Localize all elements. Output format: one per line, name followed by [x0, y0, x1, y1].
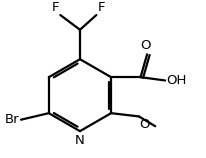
Text: F: F: [98, 1, 105, 14]
Text: N: N: [75, 134, 85, 147]
Text: O: O: [140, 39, 151, 52]
Text: O: O: [140, 118, 150, 131]
Text: F: F: [52, 1, 59, 14]
Text: OH: OH: [167, 74, 187, 87]
Text: Br: Br: [5, 113, 19, 126]
